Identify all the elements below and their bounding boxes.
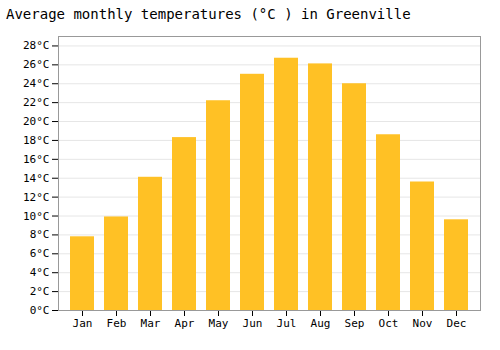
svg-text:14°C: 14°C — [23, 172, 50, 185]
svg-text:20°C: 20°C — [23, 115, 50, 128]
svg-text:8°C: 8°C — [30, 228, 50, 241]
svg-text:6°C: 6°C — [30, 247, 50, 260]
svg-text:Feb: Feb — [107, 317, 127, 330]
svg-text:Aug: Aug — [311, 317, 331, 330]
svg-text:26°C: 26°C — [23, 58, 50, 71]
svg-text:16°C: 16°C — [23, 153, 50, 166]
svg-text:Mar: Mar — [141, 317, 161, 330]
svg-text:Dec: Dec — [447, 317, 467, 330]
svg-text:28°C: 28°C — [23, 39, 50, 52]
svg-text:Apr: Apr — [175, 317, 195, 330]
svg-text:May: May — [209, 317, 229, 330]
svg-text:Jun: Jun — [243, 317, 263, 330]
svg-text:Sep: Sep — [345, 317, 365, 330]
svg-text:22°C: 22°C — [23, 96, 50, 109]
svg-text:Jan: Jan — [73, 317, 93, 330]
svg-text:18°C: 18°C — [23, 134, 50, 147]
svg-text:24°C: 24°C — [23, 77, 50, 90]
svg-text:Nov: Nov — [413, 317, 433, 330]
svg-text:10°C: 10°C — [23, 210, 50, 223]
svg-text:Oct: Oct — [379, 317, 399, 330]
html-text:Average monthly temperatures (: Average monthly temperatures (°C ) in Gr… — [6, 6, 411, 22]
svg-text:12°C: 12°C — [23, 191, 50, 204]
svg-text:2°C: 2°C — [30, 285, 50, 298]
svg-text:0°C: 0°C — [30, 304, 50, 317]
svg-text:4°C: 4°C — [30, 266, 50, 279]
svg-text:Jul: Jul — [277, 317, 297, 330]
